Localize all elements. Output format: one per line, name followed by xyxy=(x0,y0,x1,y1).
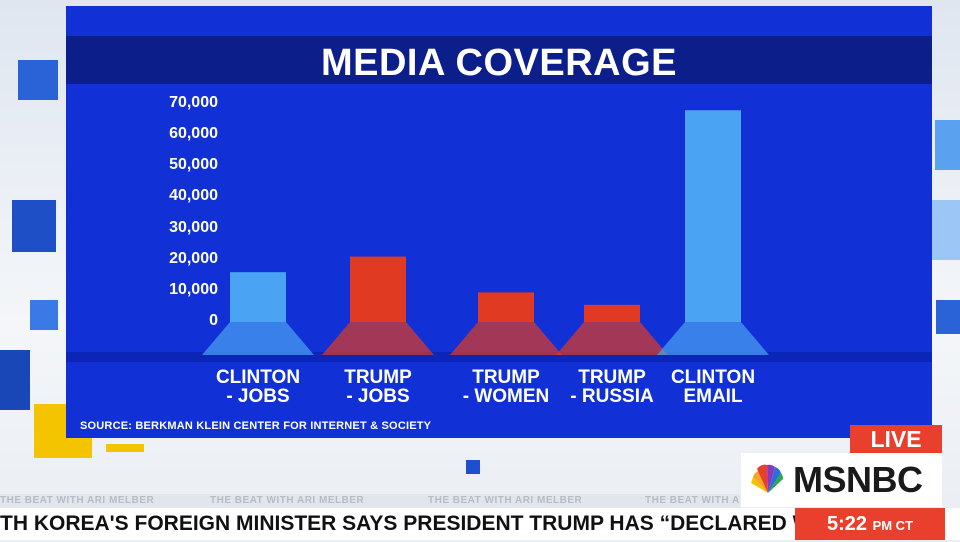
bar-reflection xyxy=(450,322,562,355)
x-category-label: CLINTON - JOBS xyxy=(215,367,301,407)
chart-source: SOURCE: BERKMAN KLEIN CENTER FOR INTERNE… xyxy=(80,420,432,432)
ticker-headline: TH KOREA'S FOREIGN MINISTER SAYS PRESIDE… xyxy=(0,512,795,535)
network-name: MSNBC xyxy=(793,459,923,500)
y-tick-label: 10,000 xyxy=(169,280,218,298)
y-tick-label: 70,000 xyxy=(169,94,218,111)
decor-block xyxy=(12,200,56,252)
y-tick-label: 0 xyxy=(209,312,218,329)
chart-title: MEDIA COVERAGE xyxy=(320,42,678,84)
clock-time: 5:22 xyxy=(826,513,867,535)
show-name: THE BEAT WITH ARI MELBER xyxy=(210,495,365,506)
decor-block xyxy=(935,120,960,170)
bar-reflection xyxy=(202,322,314,355)
x-category-label: TRUMP - RUSSIA xyxy=(570,367,654,407)
chart-panel: MEDIA COVERAGE 70,000 60,000 50,000 40,000 3… xyxy=(66,6,932,438)
y-tick-label: 30,000 xyxy=(169,218,218,236)
bar-reflection xyxy=(657,322,769,355)
bar-reflection xyxy=(322,322,434,355)
decor-block xyxy=(930,200,960,260)
y-tick-label: 50,000 xyxy=(169,156,218,174)
network-logo: MSNBC xyxy=(741,453,942,507)
show-name: THE BEAT WITH ARI MELBER xyxy=(0,495,155,506)
clock-suffix: PM CT xyxy=(872,518,914,533)
bar xyxy=(230,272,286,322)
live-badge: LIVE xyxy=(850,425,942,453)
peacock-icon xyxy=(751,464,784,493)
chart-floor xyxy=(66,352,932,362)
decor-yellow-bar xyxy=(106,444,144,452)
bar-chart xyxy=(66,110,932,362)
x-category-label: TRUMP - JOBS xyxy=(344,367,412,407)
decor-block xyxy=(18,60,58,100)
decor-block xyxy=(0,350,30,410)
y-tick-label: 20,000 xyxy=(169,249,218,267)
x-category-label: TRUMP - WOMEN xyxy=(462,367,550,407)
clock-badge: 5:22 PM CT xyxy=(795,508,945,540)
show-name-strip xyxy=(0,494,740,508)
bar xyxy=(478,292,534,322)
decor-block xyxy=(30,300,58,330)
bar xyxy=(350,256,406,322)
show-name: THE BEAT WITH ARI MELBER xyxy=(428,495,583,506)
y-tick-label: 60,000 xyxy=(169,125,218,143)
decor-square xyxy=(466,460,480,474)
show-name: THE BEAT WITH ARI MELBER xyxy=(645,495,740,506)
x-category-label: CLINTON EMAIL xyxy=(670,367,756,407)
bar xyxy=(685,110,741,322)
decor-block xyxy=(936,300,960,334)
title-bar xyxy=(66,36,932,84)
y-tick-label: 40,000 xyxy=(169,187,218,205)
bar xyxy=(584,304,640,322)
bar-reflection xyxy=(556,322,668,355)
